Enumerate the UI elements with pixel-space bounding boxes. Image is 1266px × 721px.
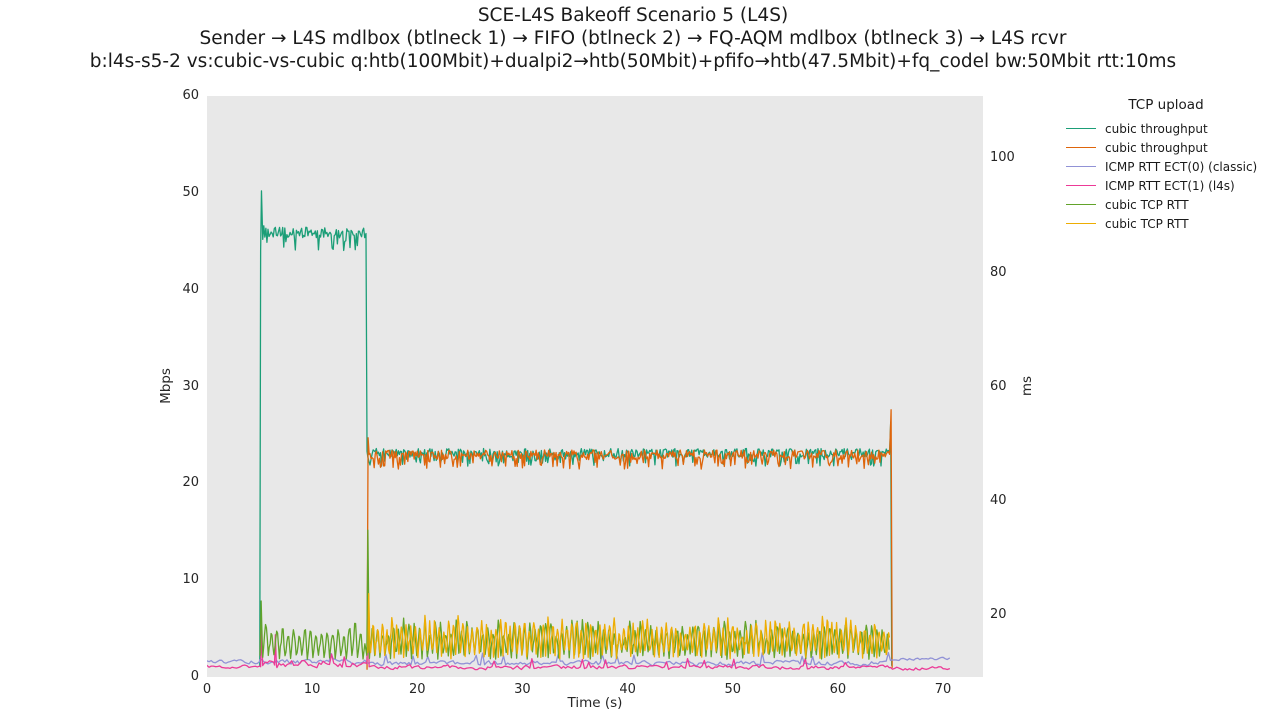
y-axis-tick-left: 30 <box>182 378 199 394</box>
legend: TCP upload cubic throughput cubic through… <box>1066 97 1266 233</box>
legend-line-swatch <box>1066 147 1096 148</box>
legend-entry: ICMP RTT ECT(0) (classic) <box>1066 157 1266 176</box>
y-axis-tick-left: 0 <box>190 669 199 684</box>
x-axis-tick: 0 <box>202 682 212 697</box>
legend-entry-label: cubic TCP RTT <box>1105 216 1189 231</box>
y-axis-label-right: ms <box>1019 375 1035 397</box>
y-axis-tick-right: 20 <box>990 607 1007 623</box>
chart-title-line-3: b:l4s-s5-2 vs:cubic-vs-cubic q:htb(100Mb… <box>89 51 1177 72</box>
plot-canvas <box>207 96 983 677</box>
chart-title-line-1: SCE-L4S Bakeoff Scenario 5 (L4S) <box>477 5 789 26</box>
legend-entry-label: ICMP RTT ECT(0) (classic) <box>1105 159 1258 174</box>
x-axis-tick: 30 <box>514 682 531 697</box>
legend-line-swatch <box>1066 128 1096 129</box>
legend-entry: ICMP RTT ECT(1) (l4s) <box>1066 176 1266 195</box>
legend-entry: cubic TCP RTT <box>1066 214 1266 233</box>
x-axis-tick: 20 <box>409 682 426 697</box>
y-axis-tick-left: 10 <box>182 572 199 588</box>
legend-line-swatch <box>1066 185 1096 186</box>
chart-title-line-2: Sender → L4S mdlbox (btlneck 1) → FIFO (… <box>199 28 1067 49</box>
y-axis-tick-left: 20 <box>182 475 199 491</box>
legend-entries: cubic throughput cubic throughput ICMP RTT… <box>1066 119 1266 233</box>
legend-entry-label: cubic throughput <box>1105 121 1208 136</box>
y-axis-tick-right: 80 <box>990 264 1007 280</box>
legend-entry: cubic throughput <box>1066 138 1266 157</box>
y-axis-tick-right: 40 <box>990 493 1007 509</box>
x-axis-tick: 70 <box>934 682 952 697</box>
legend-entry-label: ICMP RTT ECT(1) (l4s) <box>1105 178 1235 193</box>
chart-title-block: SCE-L4S Bakeoff Scenario 5 (L4S) Sender … <box>0 4 1266 73</box>
legend-line-swatch <box>1066 223 1096 224</box>
legend-entry: cubic throughput <box>1066 119 1266 138</box>
y-axis-tick-right: 100 <box>990 150 1015 166</box>
y-axis-tick-left: 60 <box>182 88 199 103</box>
legend-entry-label: cubic TCP RTT <box>1105 197 1189 212</box>
plot-area <box>207 96 983 677</box>
legend-entry: cubic TCP RTT <box>1066 195 1266 214</box>
legend-entry-label: cubic throughput <box>1105 140 1208 155</box>
legend-title: TCP upload <box>1128 97 1204 113</box>
x-axis-tick: 60 <box>829 682 847 697</box>
x-axis-tick: 50 <box>724 682 741 697</box>
y-axis-tick-right: 60 <box>990 378 1007 394</box>
y-axis-tick-left: 40 <box>182 281 199 297</box>
y-axis-tick-left: 50 <box>182 184 199 200</box>
x-axis-label: Time (s) <box>567 695 623 711</box>
y-axis-label-left: Mbps <box>158 368 174 404</box>
x-axis-tick: 10 <box>303 682 321 697</box>
legend-line-swatch <box>1066 166 1096 167</box>
x-axis-tick: 40 <box>619 682 636 697</box>
legend-line-swatch <box>1066 204 1096 205</box>
